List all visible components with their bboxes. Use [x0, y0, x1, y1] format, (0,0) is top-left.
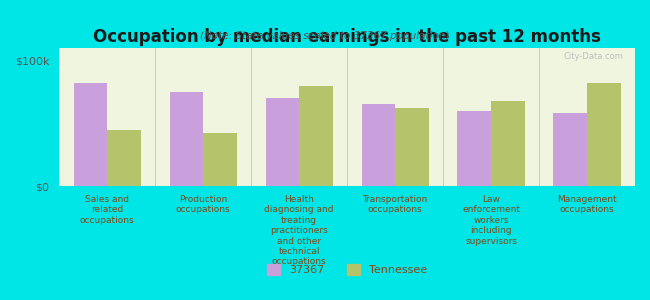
Text: City-Data.com: City-Data.com — [564, 52, 623, 61]
Bar — [587, 83, 621, 186]
Bar — [458, 111, 491, 186]
Bar — [107, 130, 141, 186]
Bar — [553, 113, 587, 186]
Text: (Note: State values scaled to 37367 population): (Note: State values scaled to 37367 popu… — [200, 31, 450, 41]
Bar — [395, 108, 429, 186]
Bar — [73, 83, 107, 186]
Bar — [299, 85, 333, 186]
Bar — [266, 98, 299, 186]
Legend: 37367, Tennessee: 37367, Tennessee — [263, 260, 432, 280]
Bar — [361, 104, 395, 186]
Bar — [491, 101, 525, 186]
Title: Occupation by median earnings in the past 12 months: Occupation by median earnings in the pas… — [93, 28, 601, 46]
Bar — [170, 92, 203, 186]
Bar — [203, 133, 237, 186]
